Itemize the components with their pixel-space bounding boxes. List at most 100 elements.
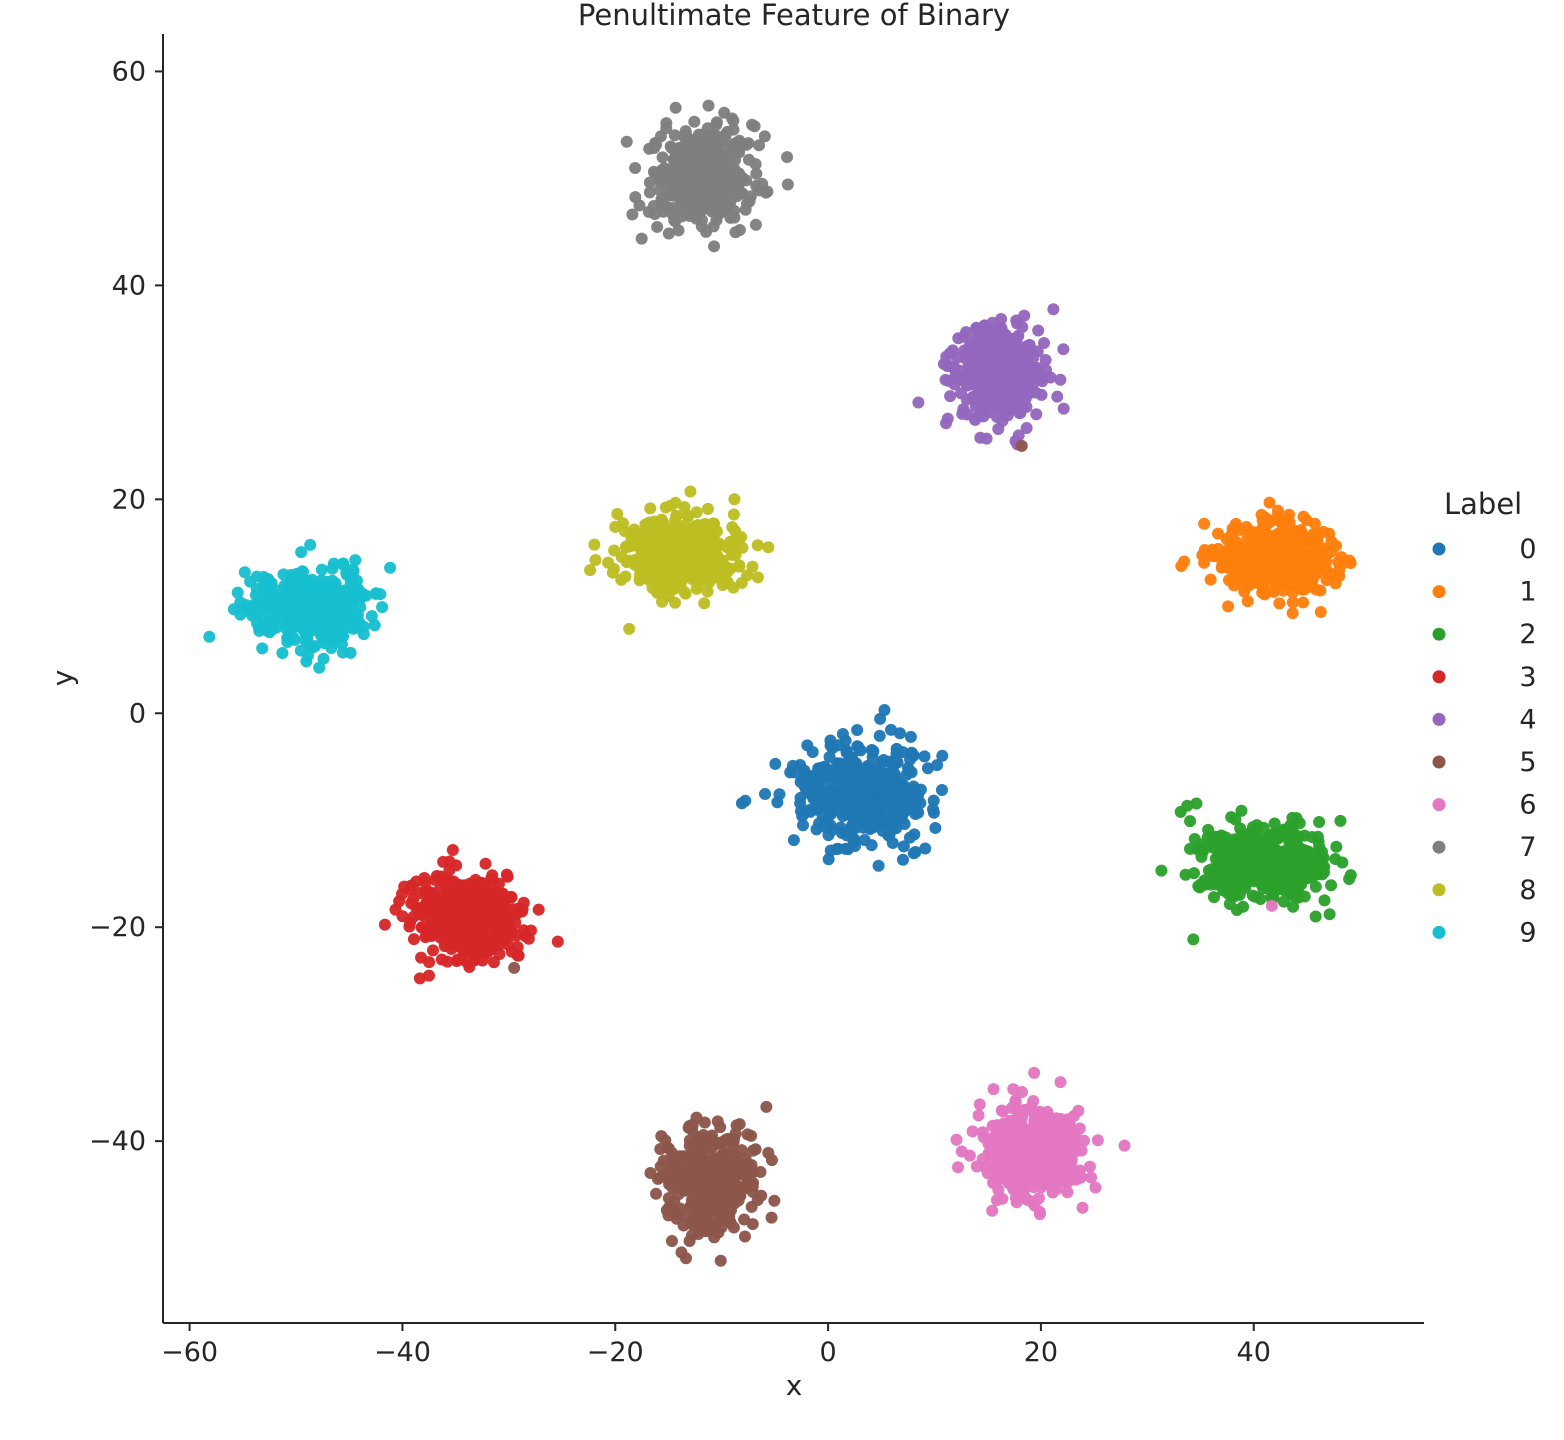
data-point-8 (611, 508, 624, 521)
data-point-4 (1010, 314, 1023, 327)
data-point-8 (634, 572, 647, 585)
data-point-0 (843, 808, 856, 821)
data-point-5 (666, 1181, 679, 1194)
data-point-7 (728, 211, 741, 224)
data-point-2 (1281, 851, 1294, 864)
data-point-3 (502, 938, 515, 951)
data-point-5 (644, 1166, 657, 1179)
data-point-7 (668, 154, 681, 167)
data-point-2 (1309, 910, 1322, 923)
data-point-5 (768, 1194, 781, 1207)
data-point-0 (866, 821, 879, 834)
data-point-1 (1221, 543, 1234, 556)
data-point-3 (512, 902, 525, 915)
data-point-6 (1075, 1144, 1088, 1157)
data-point-5 (688, 1211, 701, 1224)
data-point-2 (1260, 856, 1273, 869)
data-point-5 (751, 1193, 764, 1206)
data-point-0 (878, 778, 891, 791)
data-point-9 (349, 554, 362, 567)
data-point-8 (620, 540, 633, 553)
data-point-0 (897, 840, 910, 853)
data-point-3 (483, 917, 496, 930)
data-point-8 (751, 539, 764, 552)
data-point-7 (679, 147, 692, 160)
data-point-1 (1316, 549, 1329, 562)
data-point-2 (1283, 861, 1296, 874)
legend-item-0: 0 (1432, 534, 1537, 565)
data-point-6 (1002, 1128, 1015, 1141)
data-point-3 (500, 868, 513, 881)
data-point-4 (1057, 343, 1070, 356)
x-tick-label: 20 (1024, 1337, 1058, 1368)
data-point-2 (1268, 817, 1281, 830)
legend-label: 9 (1519, 917, 1536, 948)
data-point-3 (491, 933, 504, 946)
data-point-7 (691, 192, 704, 205)
data-point-2 (1330, 840, 1343, 853)
data-point-9 (227, 603, 240, 616)
data-point-4 (1038, 337, 1051, 350)
data-point-0 (856, 778, 869, 791)
data-point-4 (1007, 364, 1020, 377)
data-point-0 (886, 837, 899, 850)
data-point-7 (748, 120, 761, 133)
data-point-7 (719, 167, 732, 180)
data-point-4 (995, 313, 1008, 326)
data-point-4 (955, 387, 968, 400)
data-point-1 (1255, 508, 1268, 521)
data-point-6 (981, 1167, 994, 1180)
data-point-6 (1068, 1135, 1081, 1148)
data-point-5 (660, 1204, 673, 1217)
data-point-5 (717, 1211, 730, 1224)
data-point-3 (459, 889, 472, 902)
data-point-7 (729, 226, 742, 239)
data-point-8 (652, 585, 665, 598)
data-point-6 (994, 1121, 1007, 1134)
data-point-0 (784, 766, 797, 779)
data-point-3 (435, 953, 448, 966)
data-point-0 (902, 764, 915, 777)
data-point-9 (203, 630, 216, 643)
series-0 (735, 704, 949, 872)
data-point-7 (635, 232, 648, 245)
data-point-7 (688, 115, 701, 128)
data-point-6 (1118, 1139, 1131, 1152)
data-point-8 (686, 569, 699, 582)
legend-label: 4 (1519, 704, 1536, 735)
data-point-5 (749, 1143, 762, 1156)
legend-marker (1432, 627, 1446, 641)
data-point-0 (885, 723, 898, 736)
data-point-2 (1184, 815, 1197, 828)
data-point-6 (1030, 1167, 1043, 1180)
data-point-0 (846, 796, 859, 809)
data-point-7 (727, 114, 740, 127)
legend-marker (1432, 755, 1446, 769)
x-axis-label: x (786, 1369, 803, 1402)
data-point-8 (647, 537, 660, 550)
data-point-8 (698, 597, 711, 610)
data-point-0 (815, 768, 828, 781)
data-point-4 (989, 382, 1002, 395)
data-point-9 (347, 574, 360, 587)
data-point-0 (810, 823, 823, 836)
data-point-5 (701, 1168, 714, 1181)
data-point-6 (1029, 1139, 1042, 1152)
data-point-3 (503, 922, 516, 935)
data-point-7 (753, 139, 766, 152)
data-point-8 (623, 555, 636, 568)
data-point-7 (701, 146, 714, 159)
data-point-7 (675, 196, 688, 209)
data-point-6 (972, 1109, 985, 1122)
data-point-2 (1187, 933, 1200, 946)
data-point-4 (1020, 369, 1033, 382)
data-point-6 (1033, 1208, 1046, 1221)
data-point-9 (276, 592, 289, 605)
data-point-6 (991, 1138, 1004, 1151)
data-point-6 (1060, 1128, 1073, 1141)
data-point-2 (1287, 900, 1300, 913)
data-point-7 (679, 125, 692, 138)
data-point-5 (715, 1173, 728, 1186)
